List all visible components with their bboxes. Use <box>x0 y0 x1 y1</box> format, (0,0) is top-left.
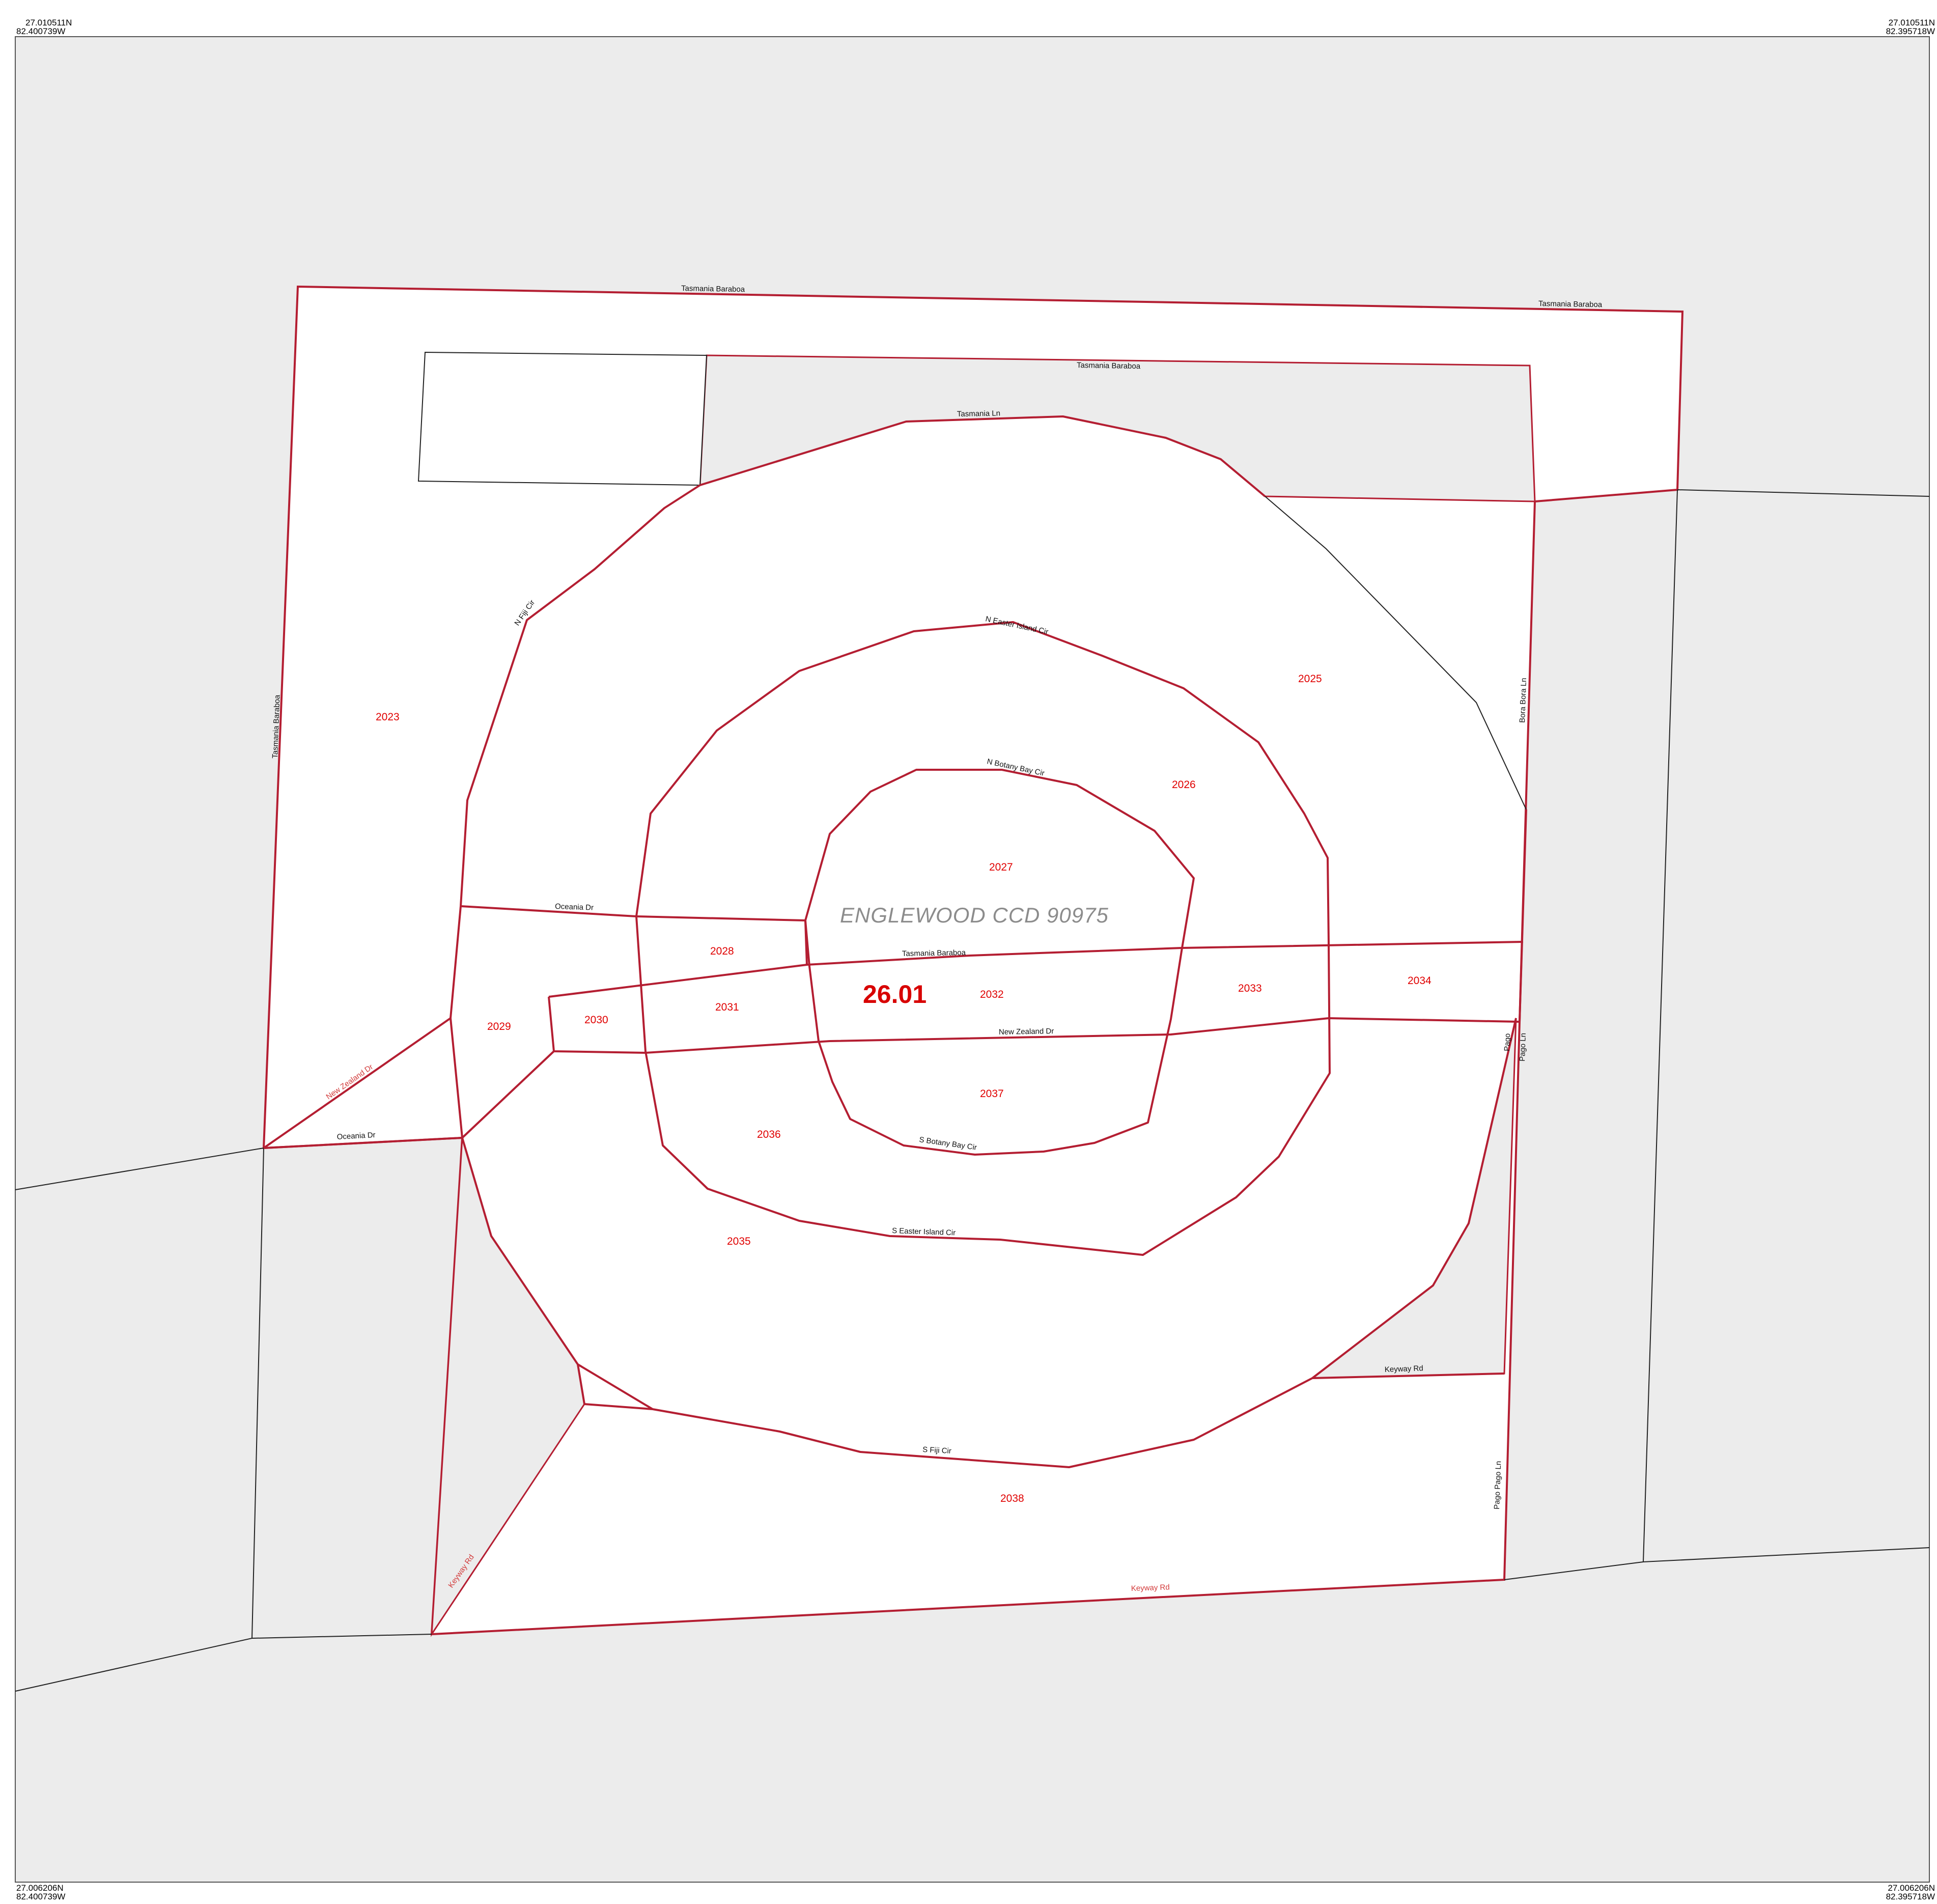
road-label-new-zealand-dr: New Zealand Dr <box>999 1027 1054 1037</box>
road-label-pago: Pago <box>1503 1033 1512 1052</box>
corner-lon: 82.400739W <box>16 26 66 36</box>
corner-top-left: 27.010511N 82.400739W <box>16 18 72 36</box>
road-label-s-fiji-cir: S Fiji Cir <box>922 1445 951 1455</box>
corner-lat: 27.006206N <box>1888 1883 1935 1893</box>
ccd-label: ENGLEWOOD CCD 90975 <box>840 903 1109 927</box>
corner-bottom-right: 27.006206N 82.395718W <box>1886 1884 1935 1901</box>
road-label-pago-pago-ln: Pago Pago Ln <box>1493 1461 1503 1510</box>
block-label: 2036 <box>757 1129 781 1140</box>
block-label: 2028 <box>710 945 734 957</box>
block-label: 2035 <box>727 1236 751 1247</box>
road-label-tasmania-ln: Tasmania Ln <box>957 409 1000 418</box>
road-label-oceania-dr-left: Oceania Dr <box>336 1131 376 1141</box>
block-label: 2025 <box>1298 673 1322 685</box>
block-label: 2030 <box>584 1014 608 1026</box>
road-label-tasmania-baraboa-top-right: Tasmania Baraboa <box>1538 299 1603 309</box>
tract-label: 26.01 <box>863 980 927 1009</box>
outer-lines <box>15 489 1930 1692</box>
corner-lat: 27.006206N <box>16 1883 64 1893</box>
road-label-bora-bora-ln: Bora Bora Ln <box>1518 678 1528 723</box>
block-label: 2032 <box>980 989 1004 1000</box>
block-label: 2027 <box>989 861 1013 873</box>
block-label: 2023 <box>376 711 400 723</box>
corner-lat: 27.010511N <box>1888 18 1935 27</box>
road-label-s-easter-island-cir: S Easter Island Cir <box>892 1226 956 1237</box>
block-label: 2038 <box>1000 1493 1024 1504</box>
block-label: 2026 <box>1172 779 1196 791</box>
parcel-rect <box>417 351 708 486</box>
block-label: 2029 <box>487 1021 511 1032</box>
road-label-keyway-rd-right: Keyway Rd <box>1385 1364 1423 1374</box>
corner-lon: 82.395718W <box>1886 1892 1935 1901</box>
road-label-tasmania-baraboa-mid: Tasmania Baraboa <box>902 948 966 958</box>
corner-lat: 27.010511N <box>25 18 72 27</box>
block-label: 2037 <box>980 1088 1004 1100</box>
corner-bottom-left: 27.006206N 82.400739W <box>16 1884 65 1901</box>
road-label-pago-ln: Pago Ln <box>1518 1033 1528 1061</box>
block-boundaries <box>263 415 1527 1468</box>
road-label-tasmania-baraboa-inner: Tasmania Baraboa <box>1077 361 1141 371</box>
block-label: 2034 <box>1408 975 1431 987</box>
corner-lon: 82.400739W <box>16 1892 66 1901</box>
block-label: 2033 <box>1238 983 1262 994</box>
road-label-tasmania-baraboa-left: Tasmania Baraboa <box>271 694 282 759</box>
road-label-keyway-rd-bottom: Keyway Rd <box>1131 1583 1170 1593</box>
road-label-tasmania-baraboa-top: Tasmania Baraboa <box>681 284 745 294</box>
block-label: 2031 <box>715 1001 739 1013</box>
road-label-oceania-dr: Oceania Dr <box>555 902 594 912</box>
corner-lon: 82.395718W <box>1886 26 1935 36</box>
corner-top-right: 27.010511N 82.395718W <box>1886 18 1935 36</box>
